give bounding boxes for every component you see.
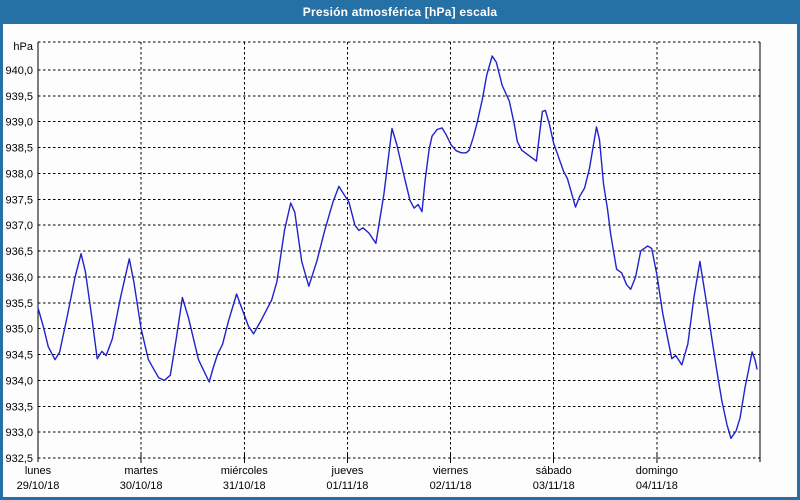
y-tick-label: 936,5 — [5, 246, 33, 258]
y-tick-label: 934,5 — [5, 350, 33, 362]
x-axis-date-label: 04/11/18 — [636, 480, 678, 492]
x-axis-day-label: lunes — [25, 465, 52, 477]
y-tick-label: 936,0 — [5, 272, 33, 284]
y-tick-label: 933,5 — [5, 401, 33, 413]
x-axis-date-label: 02/11/18 — [430, 480, 472, 492]
plot-background — [3, 24, 797, 497]
y-tick-label: 934,0 — [5, 375, 33, 387]
x-axis-date-label: 01/11/18 — [326, 480, 368, 492]
y-tick-label: 938,5 — [5, 143, 33, 155]
x-axis-date-label: 03/11/18 — [533, 480, 575, 492]
x-axis-date-label: 29/10/18 — [17, 480, 60, 492]
x-axis-day-label: domingo — [636, 465, 678, 477]
y-axis-unit-label: hPa — [13, 41, 33, 53]
y-tick-label: 932,5 — [5, 453, 33, 465]
y-tick-label: 939,0 — [5, 117, 33, 129]
y-tick-label: 935,5 — [5, 298, 33, 310]
y-tick-label: 940,0 — [5, 65, 33, 77]
y-tick-label: 937,0 — [5, 220, 33, 232]
x-axis-day-label: martes — [124, 465, 158, 477]
x-axis-date-label: 30/10/18 — [120, 480, 163, 492]
pressure-line — [37, 55, 758, 439]
y-tick-label: 935,0 — [5, 324, 33, 336]
x-axis-day-label: jueves — [331, 465, 364, 477]
y-tick-label: 938,0 — [5, 168, 33, 180]
window-title-bar: Presión atmosférica [hPa] escala — [0, 0, 800, 24]
x-axis-day-label: sábado — [536, 465, 572, 477]
x-axis-day-label: viernes — [433, 465, 469, 477]
y-tick-label: 939,5 — [5, 91, 33, 103]
x-axis-day-label: miércoles — [221, 465, 269, 477]
window-title: Presión atmosférica [hPa] escala — [302, 5, 498, 19]
x-axis-date-label: 31/10/18 — [223, 480, 266, 492]
y-tick-label: 933,0 — [5, 427, 33, 439]
y-tick-label: 937,5 — [5, 194, 33, 206]
